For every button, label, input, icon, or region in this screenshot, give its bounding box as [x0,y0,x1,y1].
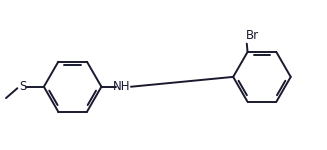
Text: NH: NH [113,80,130,93]
Text: S: S [19,80,26,93]
Text: Br: Br [246,29,259,42]
